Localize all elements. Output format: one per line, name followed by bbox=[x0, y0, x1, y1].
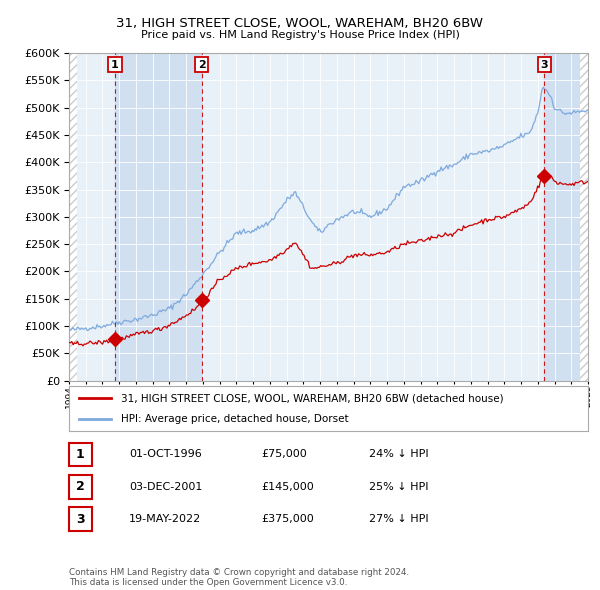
Bar bbox=[115, 53, 202, 381]
Text: 1: 1 bbox=[76, 448, 85, 461]
Text: 25% ↓ HPI: 25% ↓ HPI bbox=[369, 482, 428, 491]
Bar bbox=[544, 53, 588, 381]
Text: 1: 1 bbox=[111, 60, 119, 70]
Text: £75,000: £75,000 bbox=[261, 450, 307, 459]
Text: 2: 2 bbox=[198, 60, 205, 70]
Text: HPI: Average price, detached house, Dorset: HPI: Average price, detached house, Dors… bbox=[121, 414, 349, 424]
Bar bbox=[580, 53, 588, 381]
Text: £375,000: £375,000 bbox=[261, 514, 314, 524]
Bar bbox=[69, 53, 77, 381]
Text: 3: 3 bbox=[541, 60, 548, 70]
Text: Price paid vs. HM Land Registry's House Price Index (HPI): Price paid vs. HM Land Registry's House … bbox=[140, 30, 460, 40]
Text: Contains HM Land Registry data © Crown copyright and database right 2024.
This d: Contains HM Land Registry data © Crown c… bbox=[69, 568, 409, 587]
Text: £145,000: £145,000 bbox=[261, 482, 314, 491]
Text: 03-DEC-2001: 03-DEC-2001 bbox=[129, 482, 202, 491]
Text: 31, HIGH STREET CLOSE, WOOL, WAREHAM, BH20 6BW: 31, HIGH STREET CLOSE, WOOL, WAREHAM, BH… bbox=[116, 17, 484, 30]
Text: 24% ↓ HPI: 24% ↓ HPI bbox=[369, 450, 428, 459]
Text: 27% ↓ HPI: 27% ↓ HPI bbox=[369, 514, 428, 524]
Text: 2: 2 bbox=[76, 480, 85, 493]
Text: 01-OCT-1996: 01-OCT-1996 bbox=[129, 450, 202, 459]
Text: 3: 3 bbox=[76, 513, 85, 526]
Text: 19-MAY-2022: 19-MAY-2022 bbox=[129, 514, 201, 524]
Text: 31, HIGH STREET CLOSE, WOOL, WAREHAM, BH20 6BW (detached house): 31, HIGH STREET CLOSE, WOOL, WAREHAM, BH… bbox=[121, 394, 503, 404]
